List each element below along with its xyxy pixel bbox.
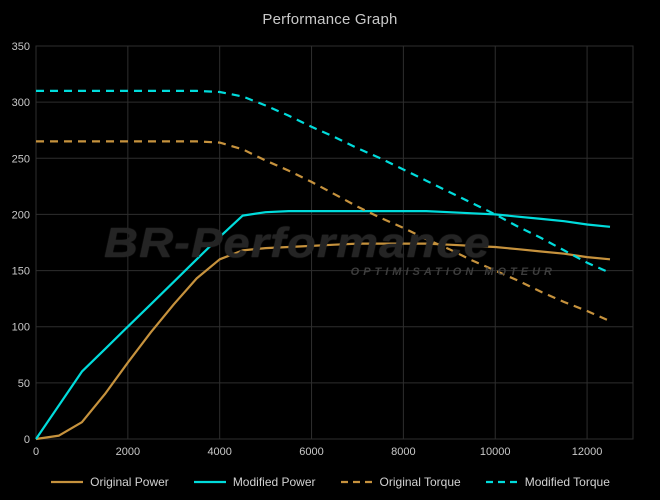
legend-label: Original Torque <box>379 475 461 489</box>
legend-item-modified-power: Modified Power <box>193 475 316 489</box>
svg-text:10000: 10000 <box>480 446 511 458</box>
legend-item-original-torque: Original Torque <box>340 475 461 489</box>
svg-text:250: 250 <box>12 153 30 165</box>
legend-label: Modified Power <box>232 475 316 489</box>
svg-text:300: 300 <box>12 97 30 109</box>
svg-text:4000: 4000 <box>207 446 231 458</box>
legend-item-original-power: Original Power <box>50 475 169 489</box>
svg-text:50: 50 <box>18 378 30 390</box>
original-torque-line-sample-icon <box>340 480 373 484</box>
svg-text:150: 150 <box>12 266 30 278</box>
svg-text:100: 100 <box>12 322 30 334</box>
svg-text:6000: 6000 <box>299 446 323 458</box>
svg-text:12000: 12000 <box>572 446 603 458</box>
svg-text:0: 0 <box>24 434 30 446</box>
page-title: Performance Graph <box>262 11 398 28</box>
legend-label: Original Power <box>90 475 169 489</box>
chart-legend: Original Power Modified Power Original T… <box>0 471 660 493</box>
svg-text:350: 350 <box>12 41 30 53</box>
svg-text:0: 0 <box>33 446 39 458</box>
modified-torque-line-sample-icon <box>485 480 518 484</box>
original-power-line-sample-icon <box>51 480 84 484</box>
svg-text:200: 200 <box>12 209 30 221</box>
legend-item-modified-torque: Modified Torque <box>485 475 610 489</box>
legend-label: Modified Torque <box>524 475 610 489</box>
svg-text:2000: 2000 <box>116 446 140 458</box>
modified-power-line-sample-icon <box>193 480 226 484</box>
svg-text:8000: 8000 <box>391 446 415 458</box>
